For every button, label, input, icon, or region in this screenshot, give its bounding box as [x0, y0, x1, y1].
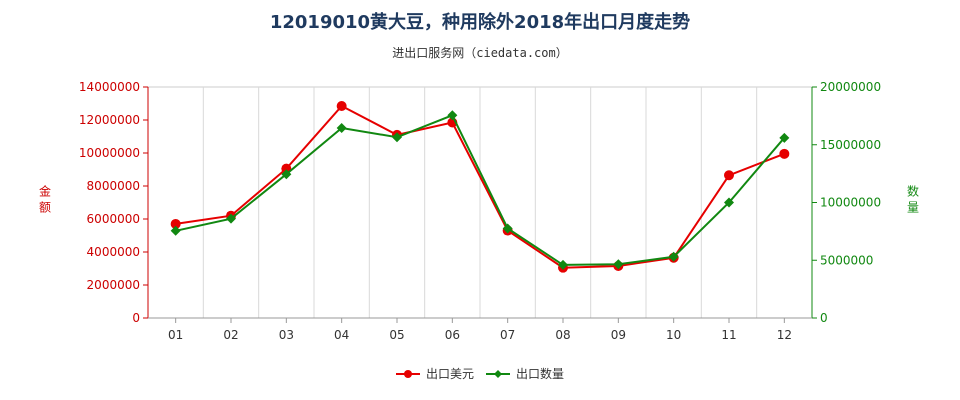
series-1-point — [724, 170, 734, 181]
series-2-point — [447, 110, 458, 121]
left-axis-tick-label: 6000000 — [87, 212, 140, 226]
series-line-2 — [175, 114, 786, 266]
left-axis-tick-label: 2000000 — [87, 278, 140, 292]
series-2-point — [226, 213, 236, 224]
legend-swatch-marker-1 — [404, 370, 412, 378]
series-2-point — [170, 225, 181, 236]
legend-label-2: 出口数量 — [516, 366, 564, 381]
x-axis-tick-label: 04 — [334, 328, 349, 342]
series-2-point — [502, 223, 513, 234]
series-1-point — [779, 148, 790, 159]
right-axis-tick-label: 20000000 — [820, 80, 881, 94]
series-2-point — [558, 259, 568, 270]
x-axis-tick-label: 06 — [445, 328, 460, 342]
series-2-point — [336, 123, 347, 134]
x-axis-tick-label: 08 — [555, 328, 570, 342]
series-line-1 — [175, 104, 785, 269]
left-axis-tick-label: 4000000 — [87, 245, 140, 259]
series-2-point — [392, 132, 402, 143]
series-2-point — [613, 259, 624, 270]
x-axis-tick-label: 10 — [666, 328, 681, 342]
left-axis-title: 金额 — [39, 184, 51, 215]
series-2-point — [724, 197, 734, 208]
chart-subtitle: 进出口服务网（ciedata.com） — [392, 46, 568, 60]
series-2-point — [281, 169, 292, 180]
x-axis-tick-label: 03 — [279, 328, 294, 342]
right-axis-tick-label: 0 — [820, 311, 828, 325]
left-axis-tick-label: 14000000 — [79, 80, 140, 94]
x-axis-tick-label: 02 — [223, 328, 238, 342]
right-axis-tick-label: 10000000 — [820, 196, 881, 210]
series-1-point — [336, 100, 347, 111]
legend-swatch-marker-2 — [494, 370, 502, 378]
left-axis-tick-label: 12000000 — [79, 113, 140, 127]
left-axis-tick-label: 0 — [132, 311, 140, 325]
left-axis-tick-label: 10000000 — [79, 146, 140, 160]
right-axis-title: 数量 — [907, 184, 919, 215]
chart-title: 12019010黄大豆，种用除外2018年出口月度走势 — [269, 12, 691, 33]
series-2-point — [779, 132, 790, 143]
x-axis-tick-label: 05 — [389, 328, 404, 342]
right-axis-tick-label: 5000000 — [820, 253, 873, 267]
x-axis-tick-label: 11 — [721, 328, 736, 342]
x-axis-tick-label: 07 — [500, 328, 515, 342]
right-axis-tick-label: 15000000 — [820, 138, 881, 152]
x-axis-tick-label: 09 — [611, 328, 626, 342]
x-axis-tick-label: 01 — [168, 328, 183, 342]
x-axis-tick-label: 12 — [777, 328, 792, 342]
legend-label-1: 出口美元 — [426, 367, 474, 381]
series-2-point — [668, 251, 679, 262]
series-1-point — [170, 218, 181, 229]
left-axis-tick-label: 8000000 — [87, 179, 140, 193]
